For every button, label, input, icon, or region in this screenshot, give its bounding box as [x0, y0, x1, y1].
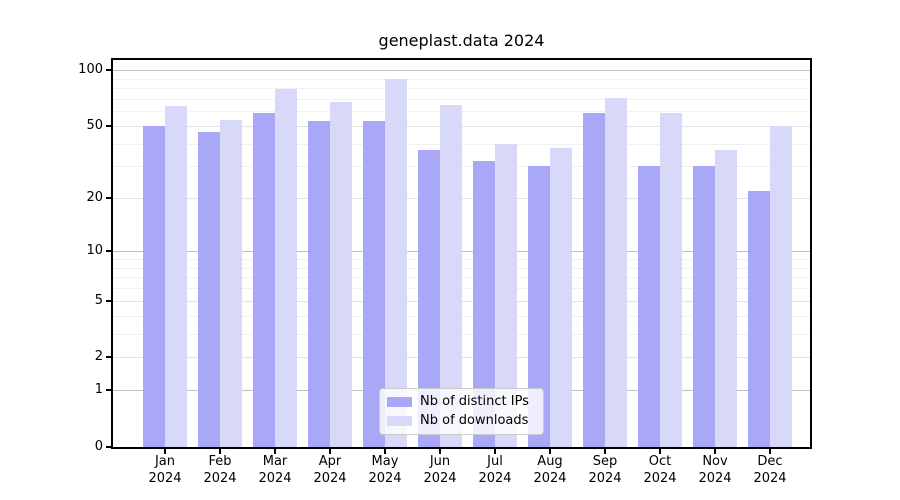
legend-swatch-downloads [387, 416, 412, 426]
x-tick [714, 449, 716, 454]
y-tick [106, 356, 112, 359]
y-tick-label: 50 [86, 117, 103, 133]
bar-ips-may [363, 121, 385, 447]
bar-downloads-may [385, 79, 407, 447]
x-tick [549, 449, 551, 454]
y-tick [106, 69, 112, 71]
bar-downloads-jan [165, 106, 187, 447]
bar-ips-nov [693, 166, 715, 447]
y-tick-label: 10 [86, 243, 103, 259]
y-tick-label: 0 [94, 439, 103, 454]
bar-downloads-mar [275, 89, 297, 447]
x-tick-label-sep: Sep 2024 [588, 454, 622, 486]
major-gridline [113, 70, 810, 71]
x-tick-label-jul: Jul 2024 [478, 454, 512, 486]
legend-item-distinct-ips: Nb of distinct IPs [387, 394, 543, 410]
x-tick [659, 449, 661, 454]
y-tick [106, 299, 112, 302]
x-tick [494, 449, 496, 454]
x-tick-label-feb: Feb 2024 [203, 454, 237, 486]
x-tick [219, 449, 221, 454]
minor-gridline [113, 88, 810, 90]
x-tick-label-oct: Oct 2024 [643, 454, 677, 486]
y-tick-label: 2 [94, 349, 103, 365]
bar-ips-sep [583, 112, 605, 447]
y-tick-label: 20 [86, 190, 103, 206]
bar-ips-dec [748, 190, 770, 447]
y-tick-label: 100 [78, 62, 103, 77]
bar-ips-oct [638, 166, 660, 447]
x-tick-label-apr: Apr 2024 [313, 454, 347, 486]
bar-ips-jun [418, 149, 440, 447]
y-tick [106, 124, 112, 127]
bar-downloads-jun [440, 104, 462, 447]
legend-item-downloads: Nb of downloads [387, 413, 543, 429]
x-tick [164, 449, 166, 454]
x-tick-label-jun: Jun 2024 [423, 454, 457, 486]
x-tick [604, 449, 606, 454]
legend-label-distinct-ips: Nb of distinct IPs [420, 394, 529, 409]
minor-gridline [113, 98, 810, 100]
bar-downloads-feb [220, 119, 242, 447]
x-tick-label-jan: Jan 2024 [148, 454, 182, 486]
bar-ips-feb [198, 132, 220, 447]
bar-downloads-oct [660, 112, 682, 447]
chart-title: geneplast.data 2024 [378, 31, 545, 50]
bar-downloads-nov [715, 149, 737, 447]
bar-downloads-jul [495, 143, 517, 447]
x-tick [384, 449, 386, 454]
bar-ips-mar [253, 112, 275, 447]
x-tick-label-dec: Dec 2024 [753, 454, 787, 486]
bar-downloads-sep [605, 97, 627, 447]
bar-ips-aug [528, 166, 550, 447]
y-tick [106, 250, 112, 253]
bar-downloads-aug [550, 147, 572, 447]
y-tick-label: 1 [94, 382, 103, 398]
x-tick-label-mar: Mar 2024 [258, 454, 292, 486]
minor-gridline [113, 78, 810, 80]
plot-area: 100 50 20 10 5 2 1 0 Jan 2024 Feb 2024 Mar 2024 Apr 202… [78, 60, 810, 486]
x-tick [274, 449, 276, 454]
legend: Nb of distinct IPs Nb of downloads [379, 388, 544, 435]
bar-ips-jul [473, 161, 495, 447]
bar-downloads-dec [770, 125, 792, 447]
x-tick [769, 449, 771, 454]
y-tick-label: 5 [94, 292, 103, 308]
legend-swatch-distinct-ips [387, 397, 412, 407]
bar-downloads-apr [330, 102, 352, 447]
legend-label-downloads: Nb of downloads [420, 413, 529, 428]
bar-ips-jan [143, 125, 165, 447]
x-tick [439, 449, 441, 454]
y-tick [106, 446, 112, 448]
bar-ips-apr [308, 121, 330, 447]
y-tick [106, 389, 112, 392]
x-tick-label-aug: Aug 2024 [533, 454, 567, 486]
x-tick [329, 449, 331, 454]
y-tick [106, 197, 112, 200]
x-tick-label-may: May 2024 [368, 454, 402, 486]
x-tick-label-nov: Nov 2024 [698, 454, 732, 486]
